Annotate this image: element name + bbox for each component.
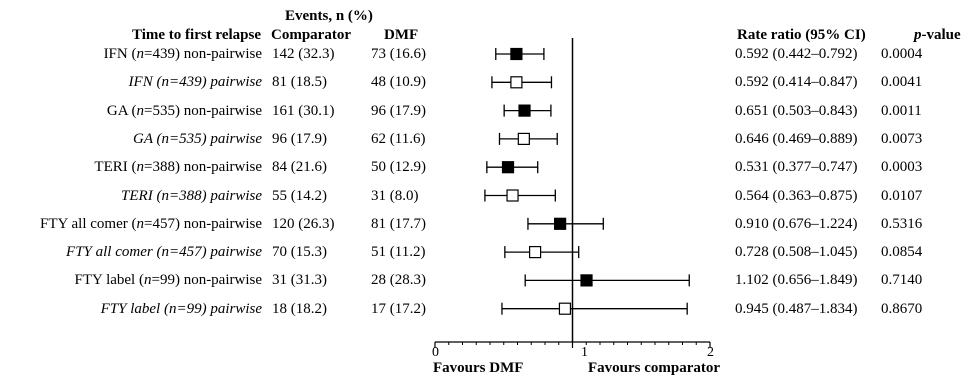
p-value-cell: 0.0107: [881, 187, 923, 204]
dmf-cell: 73 (16.6): [371, 46, 426, 62]
row-label-rest: =388) non-pairwise: [143, 159, 262, 176]
rate-ratio-cell: 0.531 (0.377–0.747): [735, 159, 858, 176]
rate-ratio-cell: 0.592 (0.414–0.847): [735, 74, 858, 91]
row-label-n: n: [136, 159, 144, 176]
open-square-marker: [517, 132, 530, 145]
comparator-cell: 18 (18.2): [272, 300, 327, 317]
p-value-cell: 0.8670: [881, 300, 923, 317]
favours-comparator-label: Favours comparator: [588, 360, 721, 376]
row-label-text: TERI (: [94, 159, 137, 176]
dmf-cell: 28 (28.3): [371, 272, 426, 289]
open-square-marker: [558, 302, 572, 315]
row-label: TERI (n=388) pairwise: [0, 187, 262, 205]
x-tick-label: 1: [581, 345, 588, 360]
rate-ratio-cell: 0.728 (0.508–1.045): [735, 244, 858, 261]
rate-ratio-cell: 0.564 (0.363–0.875): [735, 187, 858, 204]
rate-ratio-cell: 0.945 (0.487–1.834): [735, 300, 858, 317]
row-label: GA (n=535) pairwise: [0, 130, 262, 148]
p-value-cell: 0.0041: [881, 74, 923, 91]
p-value-cell: 0.7140: [881, 272, 923, 289]
filled-square-marker: [518, 104, 531, 117]
row-label: FTY all comer (n=457) non-pairwise: [0, 215, 262, 233]
row-label-text: FTY label (: [74, 272, 144, 289]
row-label-text: GA (: [106, 102, 137, 119]
p-value-cell: 0.0003: [881, 159, 923, 176]
events-header: Events, n (%): [285, 8, 373, 24]
filled-square-marker: [580, 274, 593, 287]
row-label-n: n: [136, 46, 144, 62]
favours-dmf-label: Favours DMF: [433, 360, 524, 376]
row-label-text: IFN (: [103, 46, 137, 62]
label-column-header: Time to first relapse: [131, 27, 261, 43]
p-value-cell: 0.0854: [881, 244, 923, 261]
dmf-cell: 62 (11.6): [371, 130, 426, 147]
row-label-text: GA (n=535) pairwise: [132, 130, 262, 147]
dmf-cell: 96 (17.9): [371, 102, 426, 119]
dmf-cell: 31 (8.0): [371, 187, 419, 204]
rate-ratio-cell: 0.910 (0.676–1.224): [735, 215, 858, 232]
row-label: FTY label (n=99) non-pairwise: [0, 271, 262, 289]
row-label-text: FTY all comer (: [39, 215, 137, 232]
comparator-column-header: Comparator: [271, 27, 351, 43]
row-label-rest: =439) non-pairwise: [143, 46, 262, 62]
row-label-text: IFN (n=439) pairwise: [128, 74, 262, 91]
row-label-rest: =457) non-pairwise: [143, 215, 262, 232]
comparator-cell: 120 (26.3): [272, 215, 335, 232]
filled-square-marker: [501, 161, 515, 174]
rate-ratio-cell: 0.646 (0.469–0.889): [735, 130, 858, 147]
p-symbol: p: [914, 27, 922, 43]
open-square-marker: [528, 246, 542, 259]
filled-square-marker: [554, 217, 567, 230]
comparator-cell: 161 (30.1): [272, 102, 335, 119]
dmf-cell: 81 (17.7): [371, 215, 426, 232]
p-value-cell: 0.0011: [881, 102, 922, 119]
row-label: GA (n=535) non-pairwise: [0, 102, 262, 120]
p-value-suffix: -value: [921, 27, 961, 43]
rate-ratio-cell: 0.651 (0.503–0.843): [735, 102, 858, 119]
dmf-cell: 51 (11.2): [371, 244, 426, 261]
row-label-rest: =99) non-pairwise: [151, 272, 262, 289]
rate-ratio-cell: 1.102 (0.656–1.849): [735, 272, 858, 289]
x-tick-label: 0: [432, 345, 439, 360]
filled-square-marker: [510, 47, 523, 61]
p-value-cell: 0.0073: [881, 130, 923, 147]
row-label: FTY label (n=99) pairwise: [0, 300, 262, 318]
row-label-n: n: [143, 272, 152, 289]
rate-ratio-cell: 0.592 (0.442–0.792): [735, 46, 858, 62]
comparator-cell: 81 (18.5): [272, 74, 327, 91]
row-label-n: n: [136, 215, 144, 232]
dmf-cell: 48 (10.9): [371, 74, 426, 91]
dmf-cell: 50 (12.9): [371, 159, 426, 176]
row-label-n: n: [136, 102, 144, 119]
row-label-rest: =535) non-pairwise: [143, 102, 262, 119]
row-label: IFN (n=439) pairwise: [0, 73, 262, 91]
row-label-text: FTY label (n=99) pairwise: [100, 300, 262, 317]
x-tick-label: 2: [707, 345, 714, 360]
row-label-text: TERI (n=388) pairwise: [121, 187, 262, 204]
comparator-cell: 70 (15.3): [272, 244, 327, 261]
dmf-cell: 17 (17.2): [371, 300, 426, 317]
p-value-cell: 0.0004: [881, 46, 923, 62]
open-square-marker: [510, 76, 523, 89]
row-label: FTY all comer (n=457) pairwise: [0, 243, 262, 261]
open-square-marker: [506, 189, 519, 202]
p-value-cell: 0.5316: [881, 215, 923, 232]
row-label: IFN (n=439) non-pairwise: [0, 45, 262, 63]
dmf-column-header: DMF: [384, 27, 419, 43]
comparator-cell: 96 (17.9): [272, 130, 327, 147]
comparator-cell: 84 (21.6): [272, 159, 327, 176]
rate-ratio-column-header: Rate ratio (95% CI): [737, 27, 866, 43]
comparator-cell: 55 (14.2): [272, 187, 327, 204]
row-label-text: FTY all comer (n=457) pairwise: [66, 244, 262, 261]
comparator-cell: 31 (31.3): [272, 272, 327, 289]
row-label: TERI (n=388) non-pairwise: [0, 158, 262, 176]
comparator-cell: 142 (32.3): [272, 46, 335, 62]
p-value-column-header: p-value: [914, 27, 961, 44]
